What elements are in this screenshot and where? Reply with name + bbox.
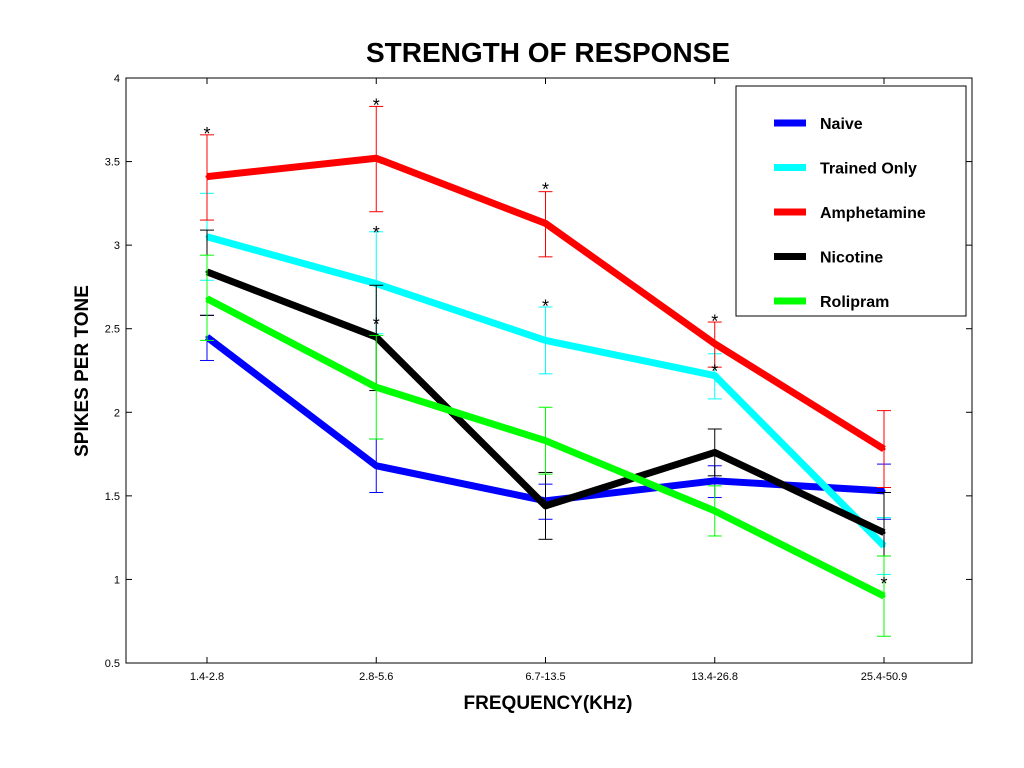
data-point <box>882 447 886 451</box>
y-axis-label: SPIKES PER TONE <box>72 285 93 457</box>
significance-marker: * <box>711 361 718 381</box>
legend-label: Trained Only <box>820 161 917 178</box>
y-tick-label: 4 <box>114 73 120 85</box>
legend-label: Rolipram <box>820 294 889 311</box>
significance-marker: * <box>373 223 380 243</box>
x-tick-label: 2.8-5.6 <box>359 671 393 683</box>
data-point <box>713 342 717 346</box>
significance-marker: * <box>203 124 210 144</box>
series-rolipram <box>200 254 891 637</box>
legend-label: Amphetamine <box>820 205 926 222</box>
y-tick-label: 3.5 <box>105 157 120 169</box>
y-tick-label: 2 <box>114 407 120 419</box>
y-tick-label: 2.5 <box>105 324 120 336</box>
chart-title: STRENGTH OF RESPONSE <box>366 37 730 68</box>
data-point <box>713 450 717 454</box>
x-tick-label: 13.4-26.8 <box>692 671 738 683</box>
legend-label: Naive <box>820 116 863 133</box>
data-point <box>544 338 547 342</box>
data-point <box>713 479 717 483</box>
significance-marker: * <box>373 96 380 116</box>
significance-marker: * <box>542 296 549 316</box>
x-axis-label: FREQUENCY(KHz) <box>464 693 633 714</box>
y-tick-label: 3 <box>114 240 120 252</box>
x-tick-label: 1.4-2.8 <box>190 671 224 683</box>
data-point <box>713 374 717 378</box>
significance-marker: * <box>880 574 887 594</box>
data-point <box>544 504 547 508</box>
data-point <box>205 297 209 301</box>
legend: Naive Trained Only Amphetamine Nicotine Roli… <box>735 85 967 317</box>
data-point <box>374 156 378 160</box>
data-point <box>544 221 547 225</box>
data-point <box>882 531 886 535</box>
data-point <box>374 385 378 389</box>
y-tick-label: 1 <box>114 574 120 586</box>
axes-box <box>125 77 973 664</box>
x-tick-label: 6.7-13.5 <box>525 671 565 683</box>
data-point <box>374 464 378 468</box>
significance-marker: * <box>711 311 718 331</box>
legend-label: Nicotine <box>820 250 883 267</box>
data-point <box>882 489 886 493</box>
significance-marker: * <box>373 315 380 335</box>
data-point <box>205 175 209 179</box>
series-amphetamine <box>200 105 891 488</box>
y-tick-label: 0.5 <box>105 658 120 670</box>
data-point <box>544 439 547 443</box>
y-tick-label: 1.5 <box>105 491 120 503</box>
data-point <box>882 594 886 598</box>
x-tick-label: 25.4-50.9 <box>861 671 907 683</box>
data-point <box>713 509 717 513</box>
significance-marker: * <box>542 179 549 199</box>
plot-area: 0.5 1 1.5 2 2.5 3 3.5 4 1.4-2.8 2.8-5.6 6.7-13.5 13… <box>105 73 973 683</box>
data-point <box>374 282 378 286</box>
